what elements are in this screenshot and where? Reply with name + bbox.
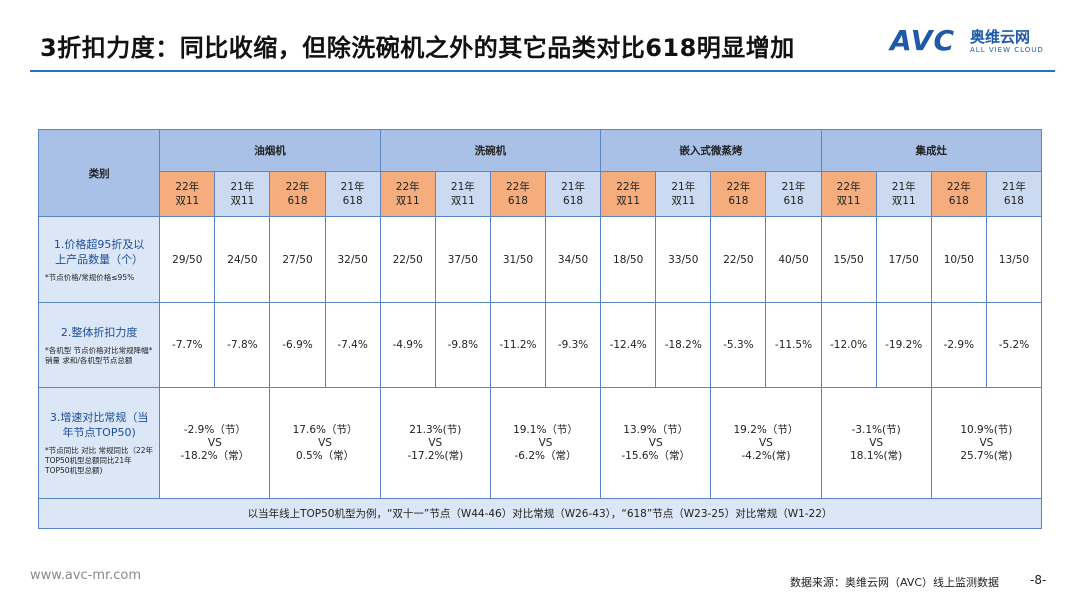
year-header-cell: 21年 618	[985, 171, 1043, 217]
data-source: 数据来源：奥维云网（AVC）线上监测数据	[790, 576, 1000, 589]
page-number: -8-	[1030, 573, 1047, 587]
row-label-note: *各机型 节点价格对比常规降幅*销量 求和/各机型节点总额	[45, 345, 153, 365]
year-header-cell: 21年 双11	[655, 171, 712, 217]
year-header-cell: 22年 618	[489, 171, 547, 217]
data-cell: 32/50	[324, 216, 381, 303]
year-header-cell: 21年 双11	[214, 171, 271, 217]
row-label: 1.价格超95折及以上产品数量（个） *节点价格/常规价格≤95%	[37, 216, 161, 303]
data-cell: 19.1%（节） VS -6.2%（常）	[489, 387, 602, 499]
data-cell: -2.9%（节） VS -18.2%（常）	[159, 387, 271, 499]
data-cell: -7.7%	[159, 302, 216, 388]
data-cell: 22/50	[379, 216, 436, 303]
year-header-cell: 21年 双11	[875, 171, 932, 217]
data-cell: 22/50	[710, 216, 767, 303]
data-cell: -3.1%(节) VS 18.1%(常)	[820, 387, 932, 499]
data-cell: 31/50	[489, 216, 547, 303]
data-cell: 24/50	[214, 216, 271, 303]
data-cell: 21.3%(节) VS -17.2%(常)	[379, 387, 491, 499]
data-cell: 13/50	[985, 216, 1043, 303]
row-label-text: 3.增速对比常规（当年节点TOP50)	[49, 411, 149, 439]
logo-cn: 奥维云网	[970, 28, 1031, 46]
data-cell: -6.9%	[269, 302, 326, 388]
year-header-cell: 21年 618	[544, 171, 602, 217]
data-cell: -18.2%	[655, 302, 712, 388]
data-cell: 10/50	[930, 216, 987, 303]
category-header: 洗碗机	[379, 129, 602, 172]
year-header-cell: 21年 双11	[434, 171, 491, 217]
category-header: 集成灶	[820, 129, 1043, 172]
data-cell: -12.0%	[820, 302, 877, 388]
data-cell: -11.2%	[489, 302, 547, 388]
data-cell: 37/50	[434, 216, 491, 303]
row-label-text: 1.价格超95折及以上产品数量（个）	[53, 237, 145, 266]
category-header: 油烟机	[159, 129, 381, 172]
data-cell: 33/50	[655, 216, 712, 303]
year-header-cell: 22年 双11	[159, 171, 216, 217]
year-header-cell: 22年 双11	[600, 171, 657, 217]
data-cell: -4.9%	[379, 302, 436, 388]
row-label: 3.增速对比常规（当年节点TOP50) *节点同比 对比 常规同比（22年TOP5…	[37, 387, 161, 499]
year-header-row: 22年 双11 21年 双11 22年 618 21年 618 22年 双11 21年 双…	[39, 171, 1043, 217]
site-url[interactable]: www.avc-mr.com	[30, 568, 142, 583]
data-cell: -9.8%	[434, 302, 491, 388]
data-cell: 40/50	[765, 216, 822, 303]
row-label: 2.整体折扣力度 *各机型 节点价格对比常规降幅*销量 求和/各机型节点总额	[37, 302, 161, 388]
data-cell: 17/50	[875, 216, 932, 303]
table-footnote: 以当年线上TOP50机型为例，“双十一”节点（W44-46）对比常规（W26-4…	[38, 498, 1042, 529]
year-header-cell: 22年 双11	[820, 171, 877, 217]
data-cell: 18/50	[600, 216, 657, 303]
avc-logo: AVC 奥维云网 ALL VIEW CLOUD	[890, 24, 1055, 64]
logo-mark: AVC	[890, 24, 955, 57]
data-cell: -5.3%	[710, 302, 767, 388]
data-cell: 29/50	[159, 216, 216, 303]
discount-table: 类别 油烟机 洗碗机 嵌入式微蒸烤 集成灶 22年 双11 21年 双11 22年 …	[37, 129, 1043, 529]
data-cell: 34/50	[544, 216, 602, 303]
year-header-cell: 21年 618	[324, 171, 381, 217]
data-cell: -2.9%	[930, 302, 987, 388]
data-cell: 15/50	[820, 216, 877, 303]
data-cell: 10.9%(节) VS 25.7%(常)	[930, 387, 1043, 499]
year-header-cell: 22年 618	[269, 171, 326, 217]
table-row: 3.增速对比常规（当年节点TOP50) *节点同比 对比 常规同比（22年TOP5…	[37, 387, 1043, 499]
data-cell: 13.9%（节） VS -15.6%（常）	[600, 387, 712, 499]
data-cell: -7.4%	[324, 302, 381, 388]
category-header: 嵌入式微蒸烤	[600, 129, 822, 172]
corner-header: 类别	[37, 129, 161, 217]
year-header-cell: 22年 618	[930, 171, 987, 217]
row-label-text: 2.整体折扣力度	[60, 325, 138, 339]
data-cell: -5.2%	[985, 302, 1043, 388]
year-header-cell: 21年 618	[765, 171, 822, 217]
data-cell: -19.2%	[875, 302, 932, 388]
year-header-cell: 22年 618	[710, 171, 767, 217]
data-cell: -12.4%	[600, 302, 657, 388]
title-divider	[30, 70, 1055, 72]
data-cell: -7.8%	[214, 302, 271, 388]
data-cell: 27/50	[269, 216, 326, 303]
row-label-note: *节点同比 对比 常规同比（22年TOP50机型总额同比21年TOP50机型总额…	[45, 446, 154, 475]
data-cell: 17.6%（节） VS 0.5%（常）	[269, 387, 381, 499]
data-cell: 19.2%（节） VS -4.2%(常)	[710, 387, 822, 499]
table-row: 2.整体折扣力度 *各机型 节点价格对比常规降幅*销量 求和/各机型节点总额 -7.…	[37, 302, 1043, 388]
year-header-cell: 22年 双11	[379, 171, 436, 217]
data-cell: -11.5%	[765, 302, 822, 388]
data-cell: -9.3%	[544, 302, 602, 388]
table-row: 1.价格超95折及以上产品数量（个） *节点价格/常规价格≤95% 29/50 24/…	[37, 216, 1043, 303]
page-title: 3折扣力度：同比收缩，但除洗碗机之外的其它品类对比618明显增加	[40, 34, 795, 62]
row-label-note: *节点价格/常规价格≤95%	[45, 272, 135, 282]
logo-en: ALL VIEW CLOUD	[970, 46, 1044, 54]
